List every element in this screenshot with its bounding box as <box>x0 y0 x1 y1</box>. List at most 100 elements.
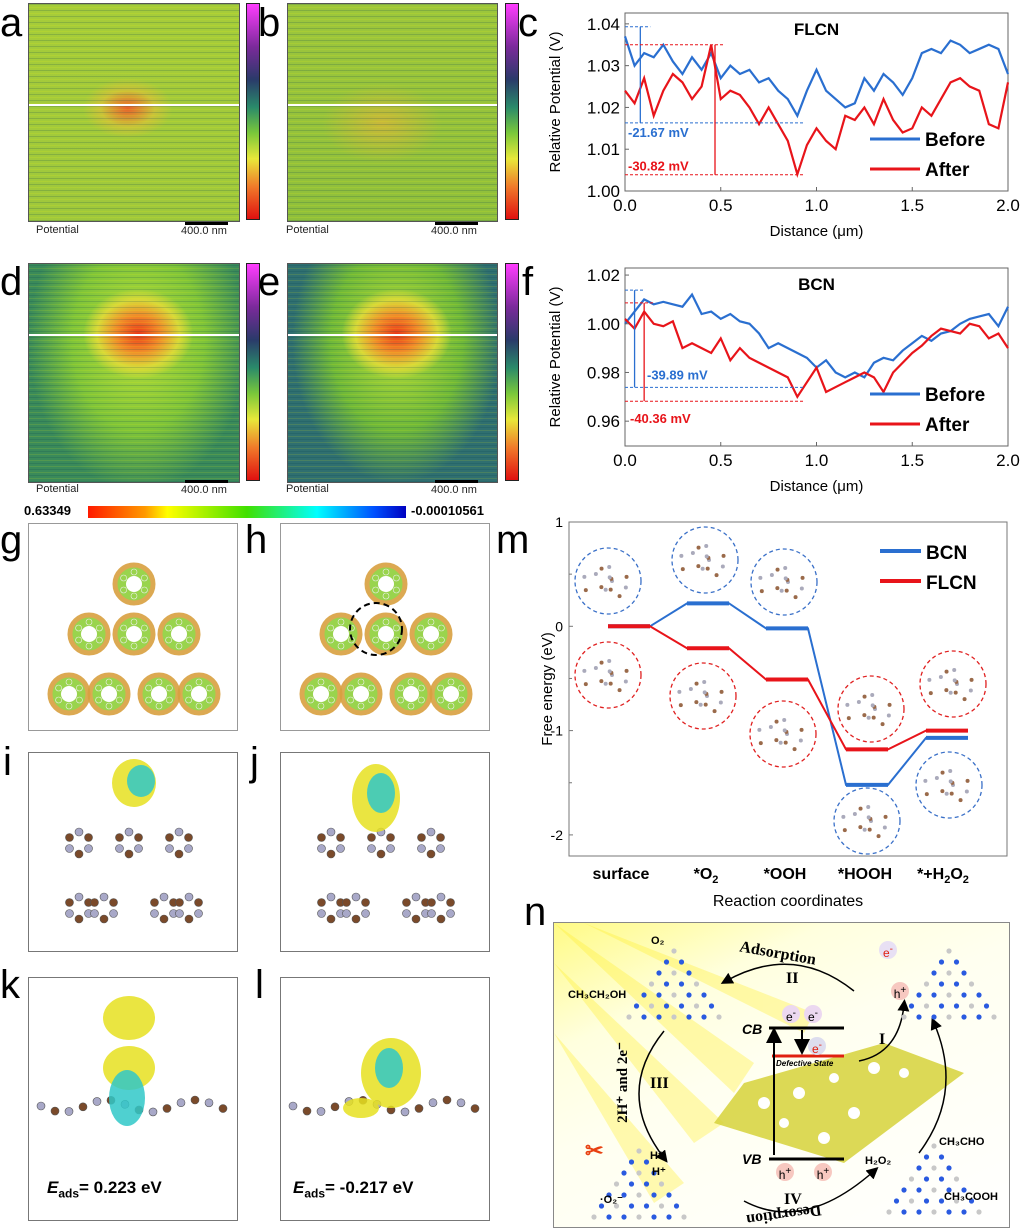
atom <box>418 684 425 692</box>
atom <box>85 642 93 650</box>
panel-label-g: g <box>0 518 23 562</box>
atom <box>798 738 803 743</box>
legend-label-before: Before <box>925 130 985 151</box>
atom <box>115 844 124 853</box>
atom <box>599 679 604 684</box>
atom <box>176 1098 186 1108</box>
atom <box>774 738 779 743</box>
esp-surface-h <box>280 523 490 731</box>
atom <box>944 688 949 693</box>
molecule-structure-icon <box>919 650 987 718</box>
atom <box>141 586 148 594</box>
atom <box>871 715 876 720</box>
atom <box>437 696 444 704</box>
atom <box>658 1203 665 1209</box>
atom <box>582 668 587 673</box>
dashed-circle <box>669 662 737 730</box>
atom <box>952 668 957 673</box>
atom <box>608 681 613 686</box>
atom <box>65 898 74 907</box>
atom <box>400 1107 410 1117</box>
x-tick-label: 1.5 <box>900 196 924 215</box>
atom <box>931 1165 937 1171</box>
atom <box>327 624 334 632</box>
atom <box>846 716 851 721</box>
ethanol-label: CH₃CH₂OH <box>568 989 627 1001</box>
x-axis-label: Distance (μm) <box>770 223 864 240</box>
atom <box>946 1209 952 1215</box>
atom <box>159 914 169 924</box>
atom <box>382 568 390 576</box>
atom <box>134 844 143 853</box>
atom <box>946 970 952 976</box>
y-axis-label: Free energy (eV) <box>540 632 556 745</box>
atom <box>938 1154 945 1160</box>
atom <box>768 724 773 729</box>
atom <box>427 618 435 626</box>
atom <box>690 550 695 555</box>
scissors-icon: ✂ <box>585 1138 604 1163</box>
atom <box>599 660 604 665</box>
charge-density-i <box>28 752 238 952</box>
atom <box>759 589 764 594</box>
category-label-part: *+H <box>917 866 944 883</box>
atom <box>393 586 400 594</box>
dashed-circle <box>749 700 817 768</box>
atom <box>342 898 351 907</box>
atom <box>166 684 173 692</box>
atom <box>74 827 84 837</box>
atom <box>965 778 970 783</box>
atom <box>686 992 692 998</box>
atom <box>438 624 445 632</box>
atom <box>402 898 411 907</box>
atom <box>317 678 325 686</box>
atom <box>90 898 99 907</box>
atom <box>436 892 446 902</box>
molecule-structure-icon <box>574 641 642 709</box>
h2o2-label: H₂O₂ <box>865 1155 892 1167</box>
legend-label-flcn: FLCN <box>926 573 977 594</box>
category-label-part: 2 <box>944 874 950 886</box>
legend-label-before: Before <box>925 385 985 406</box>
atom <box>775 567 780 572</box>
panel-label-b: b <box>258 1 281 45</box>
scale-bar-d <box>185 480 228 483</box>
atom <box>948 779 953 784</box>
atom <box>428 1098 438 1108</box>
atom <box>85 618 93 626</box>
atom <box>155 678 163 686</box>
category-label: *OOH <box>764 866 807 883</box>
atom <box>185 684 192 692</box>
atom <box>757 727 762 732</box>
panel-label-a: a <box>0 1 23 45</box>
colorbar-b <box>505 3 519 220</box>
atom <box>862 713 867 718</box>
y-tick-label: -1 <box>551 723 564 739</box>
chart-c-flcn: -21.67 mV -30.82 mV FLCN 0.0 0.5 1.0 1.5 2.0 1.0… <box>547 12 1020 240</box>
scheme-graphics <box>554 923 997 1220</box>
atom <box>145 684 152 692</box>
atom <box>330 1102 340 1112</box>
atom <box>402 909 411 918</box>
map-caption-e: Potential <box>286 483 329 495</box>
atom <box>774 719 779 724</box>
y-tick-label: 1.00 <box>587 315 620 334</box>
atom <box>50 1106 60 1116</box>
atom <box>968 981 975 987</box>
atom <box>961 970 967 976</box>
atom <box>693 981 700 987</box>
molecule-structure-icon <box>669 662 737 730</box>
atom <box>663 981 670 987</box>
atom <box>288 1101 298 1111</box>
atom <box>953 959 960 965</box>
electron-defect: e- <box>808 1037 826 1056</box>
atom <box>961 992 967 998</box>
atom <box>218 1104 228 1113</box>
x-tick-label: 0.0 <box>613 451 637 470</box>
atom <box>372 636 379 644</box>
atom <box>347 684 354 692</box>
atom <box>109 898 118 907</box>
atom <box>417 844 426 853</box>
ring-hole <box>151 686 167 702</box>
atom <box>194 909 203 918</box>
